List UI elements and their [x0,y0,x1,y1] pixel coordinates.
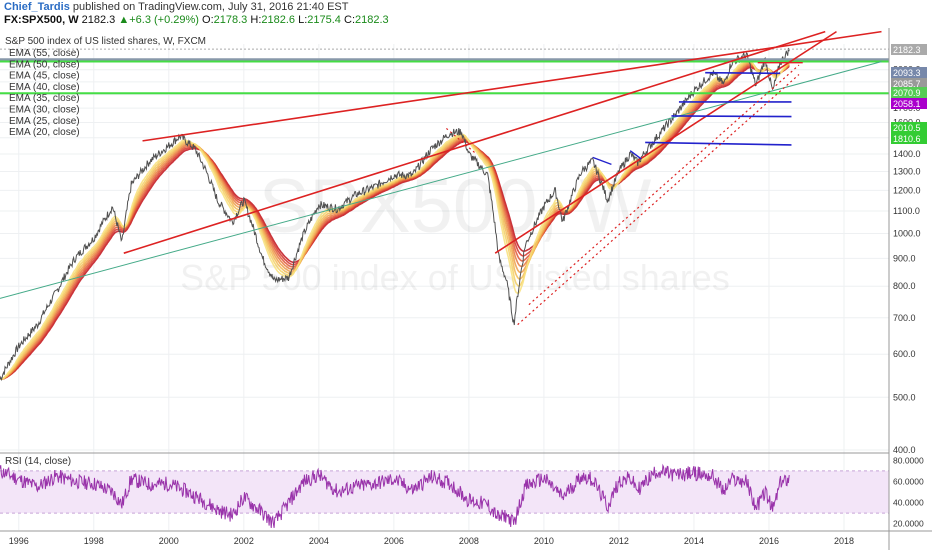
year-tick-label: 2012 [609,536,629,546]
price-label-box [891,122,927,133]
year-tick-label: 2016 [759,536,779,546]
price-tick-label: 1200.0 [893,185,921,195]
chart-background [0,28,932,550]
price-tick-label: 800.0 [893,281,916,291]
price-label-text: 2070.9 [893,88,921,98]
price-label-text: 2093.3 [893,68,921,78]
price-line [0,47,790,382]
main-grid [0,44,889,530]
high-label: H: [250,14,262,26]
price-series [0,47,790,382]
rsi-tick-label: 60.0000 [893,476,924,486]
price-tick-label: 1100.0 [893,206,920,216]
publish-info: published on TradingView.com, July 31, 2… [72,1,349,13]
year-tick-label: 2018 [834,536,854,546]
legend-item-ema: EMA (55, close) [9,48,80,59]
last-price: 2182.3 [81,14,116,26]
close-label: C: [344,14,355,26]
ema-line [0,57,790,380]
price-label-text: 2010.5 [893,123,921,133]
year-tick-label: 2002 [234,536,254,546]
year-tick-label: 2004 [309,536,329,546]
indicator-legend: S&P 500 index of US listed shares, W, FX… [5,36,206,138]
publish-header: Chief_Tardis published on TradingView.co… [4,0,348,14]
price-tick-label: 1300.0 [893,167,921,177]
price-tick-label: 600.0 [893,349,916,359]
open-value: 2178.3 [213,14,248,26]
price-label-box [891,133,927,144]
price-tick-label: 500.0 [893,392,916,402]
support-line [671,115,792,118]
year-tick-label: 2008 [459,536,479,546]
trend-line [123,30,826,254]
rsi-label: RSI (14, close) [5,456,71,467]
price-label-box [891,78,927,89]
price-label-text: 2182.3 [893,45,921,55]
close-value: 2182.3 [355,14,389,26]
rsi-tick-label: 20.0000 [893,519,924,529]
rsi-line [0,463,790,528]
year-tick-label: 1996 [9,536,29,546]
time-axis[interactable]: 1996 1998 2000 2002 2004 2006 2008 2010 2012 2014… [0,530,932,546]
high-value: 2182.6 [261,14,296,26]
change-value: ▲+6.3 (+0.29%) [118,14,199,26]
price-tick-label: 900.0 [893,253,916,263]
rsi-pane [0,463,889,528]
year-tick-label: 2000 [159,536,179,546]
trend-lines [0,30,882,299]
price-chart[interactable]: SPX500, W S&P 500 index of US listed sha… [0,28,932,550]
low-value: 2175.4 [307,14,341,26]
rsi-tick-label: 40.0000 [893,498,924,508]
trend-line [142,30,882,142]
low-label: L: [298,14,308,26]
watermark-description: S&P 500 index of US listed shares [180,257,730,298]
rsi-axis[interactable]: 20.0000 40.0000 60.0000 80.0000 [893,455,924,528]
price-tick-label: 400.0 [893,445,916,455]
legend-item-ema: EMA (25, close) [9,116,80,127]
legend-item-ema: EMA (40, close) [9,82,80,93]
legend-item-ema: EMA (45, close) [9,71,80,82]
dotted-channel [445,62,803,326]
legend-item-ema: EMA (50, close) [9,59,80,70]
price-label-text: 2058.1 [893,99,921,109]
price-label-text: 2085.7 [893,79,921,89]
price-label-box [891,98,927,109]
price-label-box [891,67,927,78]
price-tick-label: 1000.0 [893,228,921,238]
support-lines [592,71,792,166]
year-tick-label: 2010 [534,536,554,546]
author-link[interactable]: Chief_Tardis [4,1,70,13]
year-tick-label: 1998 [84,536,104,546]
price-label-box [891,87,927,98]
legend-item-ema: EMA (20, close) [9,127,80,138]
support-tick [629,150,642,160]
year-tick-label: 2014 [684,536,704,546]
legend-title: S&P 500 index of US listed shares, W, FX… [5,36,206,47]
price-tick-label: 1400.0 [893,149,921,159]
rsi-tick-label: 80.0000 [893,455,924,465]
price-tick-label: 700.0 [893,313,916,323]
symbol[interactable]: FX:SPX500, W [4,14,79,26]
support-tick [592,156,612,166]
price-label-text: 1810.6 [893,134,921,144]
legend-item-ema: EMA (30, close) [9,105,80,116]
open-label: O: [202,14,214,26]
support-line [705,71,781,75]
trend-line [0,61,882,299]
quote-bar: FX:SPX500, W 2182.3 ▲+6.3 (+0.29%) O:217… [4,14,389,27]
year-tick-label: 2006 [384,536,404,546]
legend-item-ema: EMA (35, close) [9,93,80,104]
support-line [645,141,792,146]
dotted-line [445,127,477,155]
price-label-box [891,44,927,55]
dotted-line [528,64,800,306]
